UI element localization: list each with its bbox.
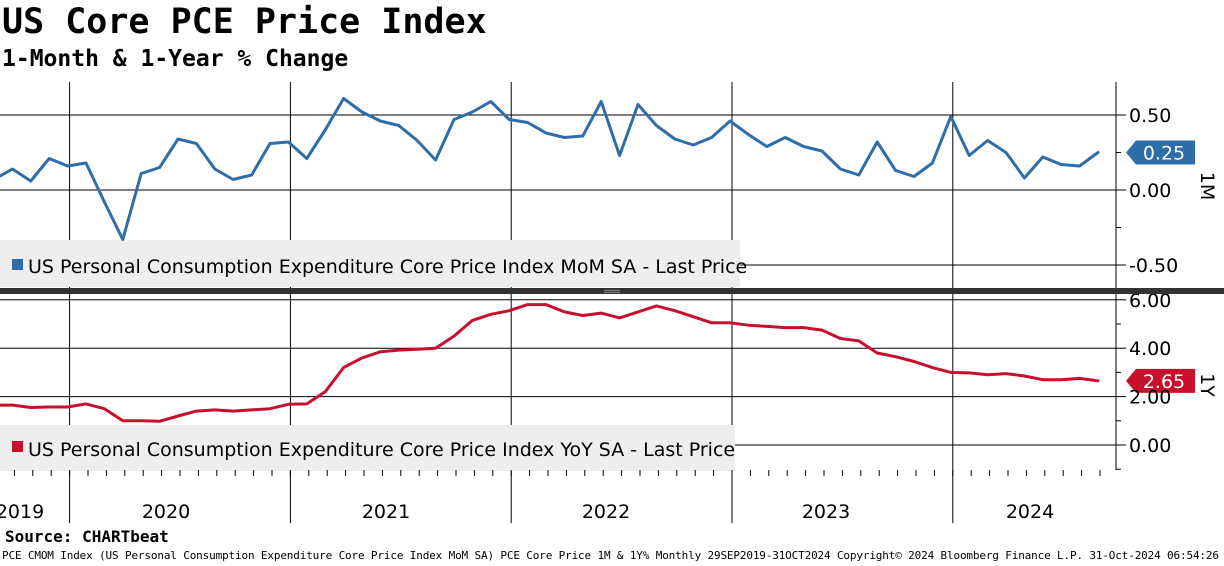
y-tick-label: 0.00 [1129, 180, 1171, 202]
yoy-legend-swatch [12, 441, 23, 452]
x-year-label: 2022 [582, 501, 630, 523]
yoy-series-line [0, 303, 1100, 423]
mom-legend-swatch [12, 259, 23, 270]
series: 0.25 2.65 [0, 97, 1195, 423]
y-tick-label: 0.50 [1129, 105, 1171, 127]
mom-legend-label: US Personal Consumption Expenditure Core… [28, 256, 747, 278]
yoy-last-value-label: 2.65 [1143, 371, 1185, 393]
yoy-legend-background [0, 425, 735, 471]
footer-note: PCE CMOM Index (US Personal Consumption … [2, 549, 1219, 562]
yoy-axis-label: 1Y [1196, 373, 1218, 397]
chart-title: US Core PCE Price Index [2, 2, 487, 42]
panel-divider-grip[interactable] [604, 292, 620, 293]
mom-last-value-flag [1126, 140, 1195, 165]
mom-legend-background [0, 240, 740, 287]
mom-axis-label: 1M [1196, 172, 1218, 200]
mom-legend: US Personal Consumption Expenditure Core… [0, 240, 747, 287]
axes: 1M 1Y 0.50 0.00 -0.50 6.00 4.00 2.00 0.00 2019 2… [0, 82, 1218, 523]
y-tick-label: -0.50 [1129, 255, 1178, 277]
y-tick-label: 4.00 [1129, 338, 1171, 360]
yoy-legend-label: US Personal Consumption Expenditure Core… [28, 439, 735, 461]
x-year-label: 2021 [362, 501, 410, 523]
yoy-last-value-flag [1126, 368, 1195, 393]
chart-subtitle: 1-Month & 1-Year % Change [2, 46, 349, 72]
y-tick-label: 0.00 [1129, 435, 1171, 457]
x-year-label: 2024 [1006, 501, 1054, 523]
x-year-label: 2019 [0, 501, 44, 523]
panel-divider[interactable] [0, 288, 1224, 294]
y-tick-label: 2.00 [1129, 387, 1171, 409]
panel-divider-grip[interactable] [604, 290, 620, 291]
x-year-label: 2020 [142, 501, 190, 523]
source-note: Source: CHARTbeat [5, 527, 169, 546]
mom-last-value-label: 0.25 [1143, 143, 1185, 165]
mom-series-line [0, 97, 1100, 241]
x-year-label: 2023 [802, 501, 850, 523]
yoy-legend: US Personal Consumption Expenditure Core… [0, 425, 735, 471]
y-tick-label: 6.00 [1129, 290, 1171, 312]
